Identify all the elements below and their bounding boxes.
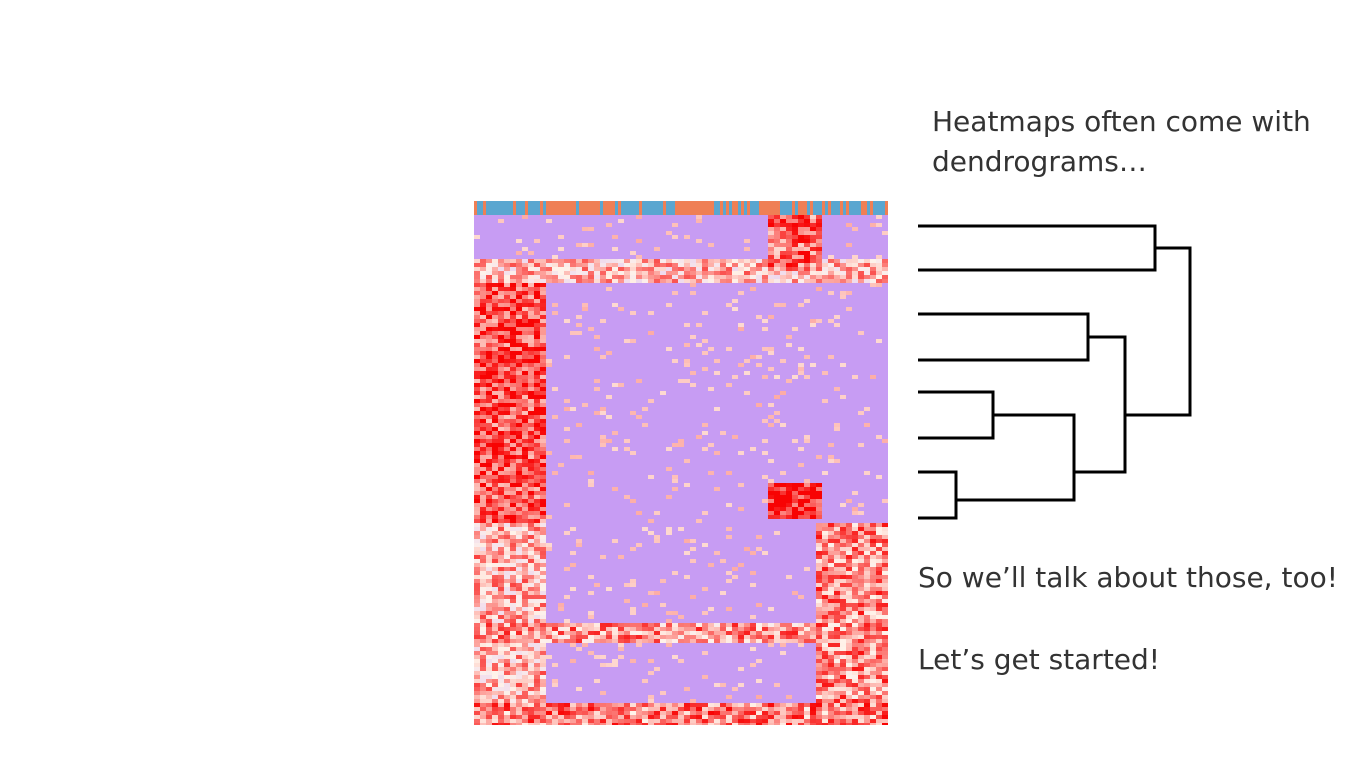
heatmap-cells (474, 215, 888, 725)
intro-line-2: dendrograms… (932, 145, 1147, 178)
dendrogram (918, 224, 1192, 520)
dendrogram-branch (918, 312, 1090, 362)
heatmap (474, 201, 888, 725)
dendrogram-branch (1074, 335, 1127, 474)
dendrogram-branch (918, 390, 995, 440)
talk-text: So we’ll talk about those, too! (918, 561, 1338, 594)
dendrogram-branch (918, 224, 1157, 272)
intro-line-1: Heatmaps often come with (932, 105, 1311, 138)
dendrogram-branch (918, 470, 958, 520)
dendrogram-branch (956, 413, 1076, 502)
group-color-bar (474, 201, 888, 215)
intro-text: Heatmaps often come with dendrograms… (932, 102, 1311, 182)
dendrogram-branch (1125, 246, 1192, 417)
start-text: Let’s get started! (918, 643, 1161, 676)
